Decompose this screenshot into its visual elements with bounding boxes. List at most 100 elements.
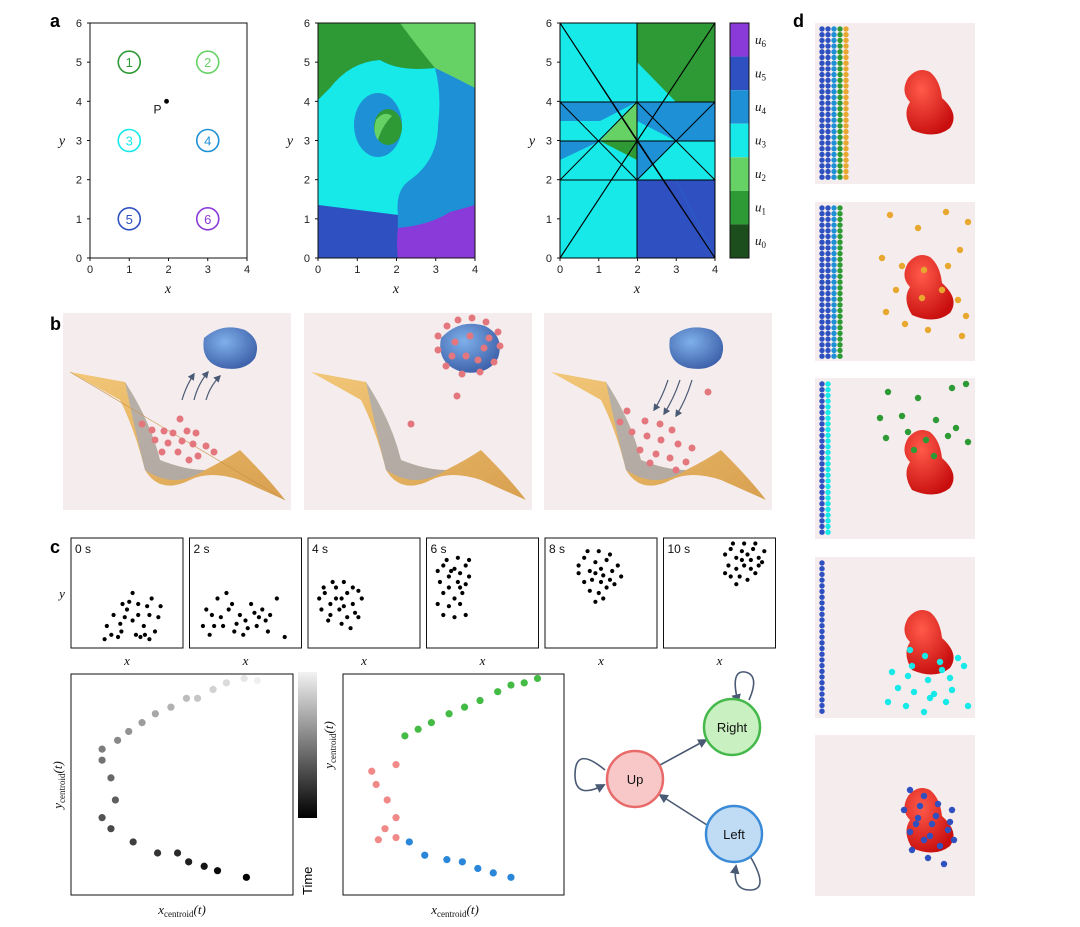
d-wall-particle bbox=[825, 398, 831, 404]
snapshot-particle bbox=[437, 579, 443, 585]
d-wall-particle bbox=[825, 245, 831, 251]
a-mid-ytick-label: 2 bbox=[304, 175, 310, 187]
panel-label-b: b bbox=[50, 314, 61, 334]
a-left-ylabel: y bbox=[57, 134, 66, 149]
d-wall-particle bbox=[819, 645, 825, 652]
query-point-label: P bbox=[154, 102, 162, 116]
colorbar-label-0: u0 bbox=[755, 233, 767, 250]
snapshot-particle bbox=[734, 555, 739, 560]
d-wall-particle bbox=[837, 66, 843, 72]
d-wall-particle bbox=[825, 228, 831, 234]
d-wall-particle bbox=[825, 415, 831, 421]
d-wall-particle bbox=[837, 123, 843, 129]
d-wall-particle bbox=[819, 409, 825, 416]
trajectory-gray-point bbox=[98, 814, 106, 822]
d-wall-particle bbox=[843, 134, 849, 140]
snapshot-particle bbox=[234, 621, 239, 626]
d-wall-particle bbox=[831, 313, 837, 319]
d-wall-particle bbox=[825, 256, 831, 262]
snapshot-particle bbox=[728, 574, 733, 579]
snapshot-time-label: 6 s bbox=[431, 542, 447, 556]
snapshot-time-label: 4 s bbox=[312, 542, 328, 556]
snapshot-ylabel: y bbox=[57, 586, 65, 601]
snapshot-particle bbox=[455, 555, 460, 560]
colorbar-label-2: u2 bbox=[755, 166, 766, 183]
d-wall-particle bbox=[825, 89, 831, 95]
trajectory-state-point-up bbox=[383, 796, 391, 804]
d-wall-particle bbox=[825, 262, 831, 268]
d-wall-particle bbox=[837, 250, 843, 257]
trajectory-state-point-right bbox=[533, 674, 542, 683]
snapshot-particle bbox=[345, 615, 350, 620]
d-free-particle bbox=[962, 312, 970, 320]
d-wall-particle bbox=[819, 151, 825, 158]
d-wall-particle bbox=[831, 54, 837, 61]
d-wall-particle bbox=[825, 302, 831, 308]
reference-point-3 bbox=[117, 128, 142, 153]
d-wall-particle bbox=[831, 123, 837, 129]
snapshot-particle bbox=[145, 604, 150, 609]
trajectory-state-point-left bbox=[421, 851, 429, 859]
d-wall-particle bbox=[831, 216, 837, 223]
d-wall-particle bbox=[837, 262, 843, 268]
d-wall-particle bbox=[837, 330, 843, 337]
panel-a-triangulation: 0 1 2 3 4 0 1 2 3 4 5 6 x y bbox=[527, 18, 718, 297]
b-panel-2 bbox=[311, 314, 526, 500]
d-wall-particle bbox=[825, 54, 831, 61]
d-free-particle bbox=[910, 446, 918, 454]
snapshot-particle bbox=[610, 568, 615, 574]
reference-point-label-5: 5 bbox=[126, 212, 133, 227]
d-wall-particle bbox=[819, 49, 825, 55]
d-wall-particle bbox=[843, 174, 849, 180]
trajectory-gray-point bbox=[125, 727, 133, 736]
d-wall-particle bbox=[825, 307, 831, 314]
d-wall-particle bbox=[819, 163, 825, 169]
a-right-xtick-label: 4 bbox=[712, 264, 718, 276]
snapshot-particle bbox=[596, 590, 601, 596]
d-wall-particle bbox=[837, 151, 843, 158]
d-free-particle bbox=[914, 224, 922, 232]
snapshot-particle bbox=[601, 596, 606, 601]
a-left-ytick-label: 1 bbox=[76, 214, 82, 226]
reference-point-label-3: 3 bbox=[126, 134, 133, 149]
snapshot-particle bbox=[341, 604, 346, 609]
d-wall-particle bbox=[825, 174, 831, 180]
snapshot-particle bbox=[124, 607, 130, 612]
d-wall-particle bbox=[819, 296, 825, 302]
d-wall-particle bbox=[843, 128, 849, 135]
d-wall-particle bbox=[819, 702, 825, 709]
d-wall-particle bbox=[825, 461, 831, 467]
d-wall-particle bbox=[825, 478, 831, 484]
a-right-ytick-label: 5 bbox=[546, 57, 552, 69]
snapshot-particle bbox=[737, 574, 742, 579]
trajectory-gray-point bbox=[167, 703, 175, 711]
d-free-particle bbox=[964, 438, 972, 446]
a-mid-xtick-label: 4 bbox=[472, 264, 478, 276]
d-wall-particle bbox=[831, 325, 837, 331]
d-wall-particle bbox=[819, 157, 825, 163]
snapshot-particle bbox=[237, 612, 242, 618]
d-wall-particle bbox=[819, 404, 825, 410]
a-mid-ytick-label: 3 bbox=[304, 136, 310, 148]
d-wall-particle bbox=[819, 398, 825, 404]
snapshot-particle bbox=[455, 579, 460, 585]
d-wall-particle bbox=[831, 66, 837, 72]
d-free-particle bbox=[920, 708, 928, 716]
d-wall-particle bbox=[831, 77, 837, 84]
d-wall-particle bbox=[819, 353, 825, 359]
snapshot-time-label: 2 s bbox=[194, 542, 210, 556]
d-wall-particle bbox=[825, 134, 831, 140]
snapshot-3: 6 s x bbox=[426, 537, 539, 668]
d-free-particle bbox=[908, 846, 916, 854]
colorbar-label-6: u6 bbox=[755, 32, 767, 49]
trajectory-gray-point bbox=[209, 685, 217, 694]
trajectory-state-point-up bbox=[381, 825, 389, 833]
snapshot-particle bbox=[127, 599, 132, 604]
d-wall-particle bbox=[819, 566, 825, 572]
d-wall-particle bbox=[831, 347, 837, 354]
d-wall-particle bbox=[837, 347, 843, 354]
snapshot-particle bbox=[748, 557, 753, 563]
snapshot-particle bbox=[254, 623, 259, 629]
d-wall-particle bbox=[843, 168, 849, 175]
a-right-xlabel: x bbox=[633, 282, 641, 297]
